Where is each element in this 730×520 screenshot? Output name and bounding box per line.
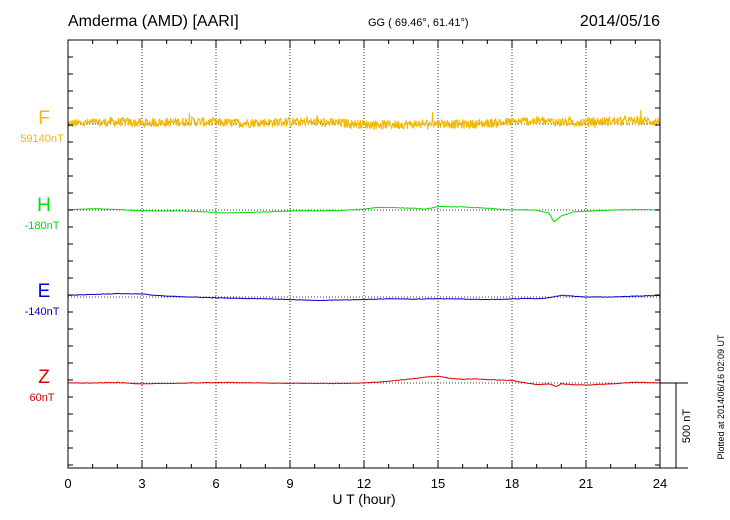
date-label: 2014/05/16 (580, 13, 660, 30)
series-name-z: Z (38, 367, 50, 388)
series-group (67, 109, 661, 388)
x-tick-label: 15 (431, 476, 445, 491)
x-tick-label: 0 (64, 476, 71, 491)
baseline-label-h: -180nT (25, 220, 60, 232)
tick-group: 0 3 6 9 12 15 18 21 24 (64, 40, 667, 491)
baseline-label-f: 59140nT (20, 133, 64, 145)
scale-bar-label: 500 nT (681, 409, 693, 444)
x-tick-label: 21 (579, 476, 593, 491)
series-name-e: E (38, 281, 51, 302)
plot-frame (67, 39, 661, 469)
x-tick-label: 12 (357, 476, 371, 491)
series-line-z (67, 375, 661, 388)
baseline-label-z: 60nT (29, 392, 54, 404)
plotted-at-note: Plotted at 2014/06/16 02:09 UT (716, 334, 726, 460)
x-tick-label: 24 (653, 476, 667, 491)
baseline-label-e: -140nT (25, 306, 60, 318)
x-tick-label: 18 (505, 476, 519, 491)
x-tick-label: 9 (286, 476, 293, 491)
x-axis-title: U T (hour) (332, 491, 395, 507)
series-line-h (67, 205, 661, 223)
vertical-grid (141, 40, 587, 468)
station-title: Amderma (AMD) [AARI] (68, 13, 239, 30)
x-tick-label: 3 (138, 476, 145, 491)
coordinates-label: GG ( 69.46°, 61.41°) (368, 17, 469, 29)
series-name-f: F (38, 108, 50, 129)
series-labels: F 59140nT H -180nT E -140nT Z 60nT (20, 108, 64, 404)
series-name-h: H (37, 195, 51, 216)
x-tick-label: 6 (212, 476, 219, 491)
series-line-e (67, 292, 661, 302)
scale-bar: 500 nT (660, 382, 693, 469)
series-line-f (67, 109, 661, 131)
